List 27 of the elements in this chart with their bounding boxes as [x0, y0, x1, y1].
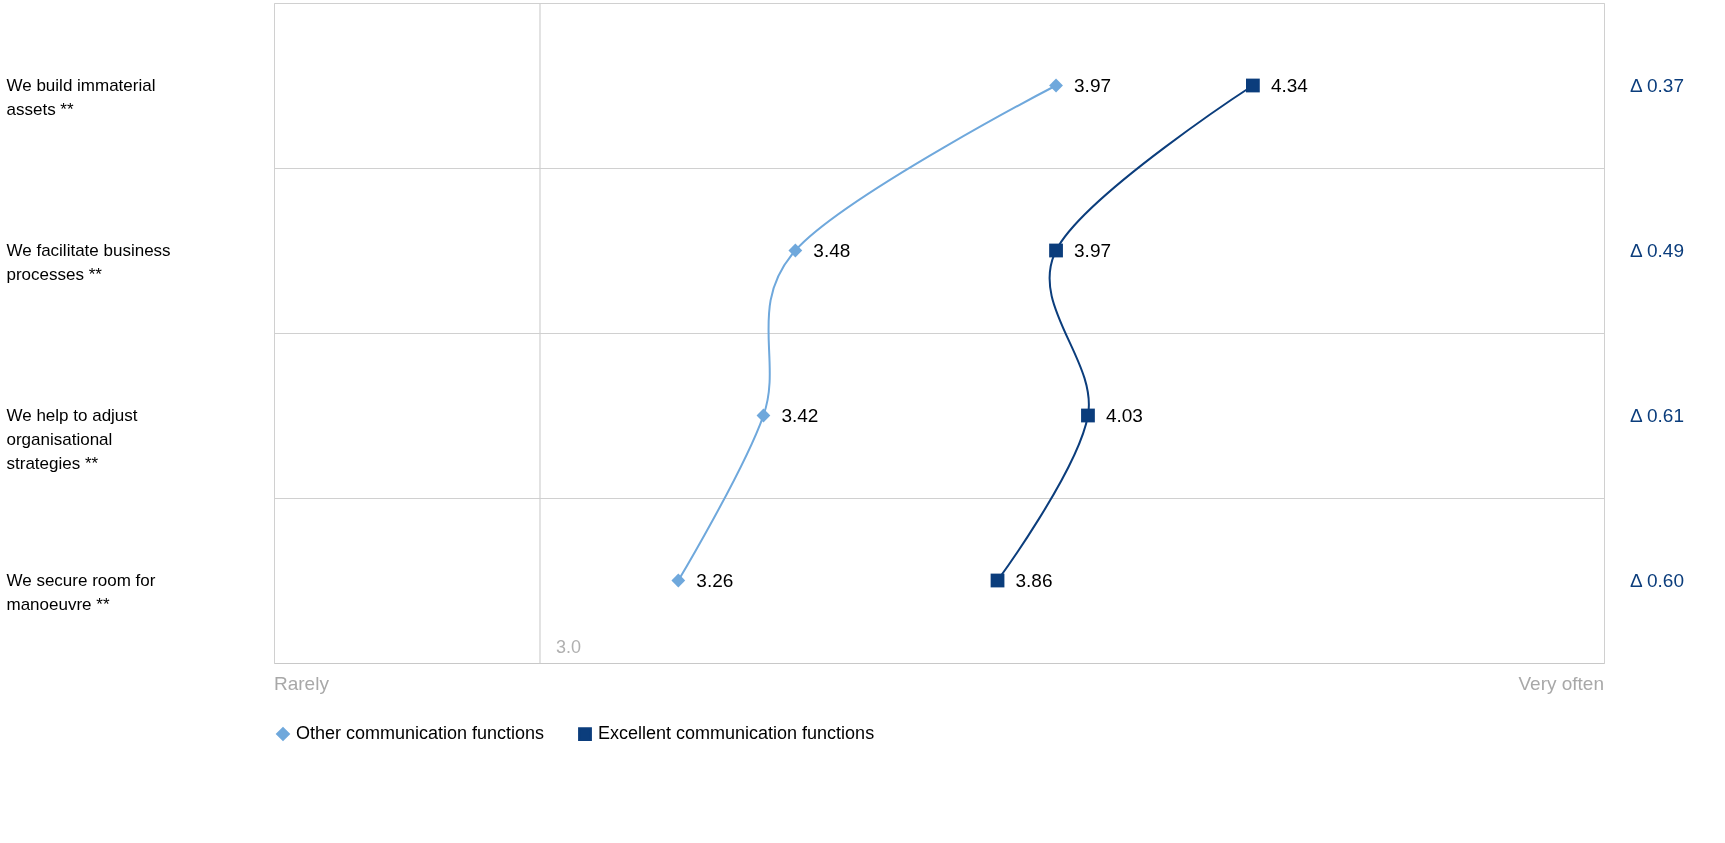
- point: [671, 573, 686, 588]
- point: [1049, 243, 1063, 258]
- legend-label: Excellent communication functions: [598, 723, 875, 744]
- legend-label: Other communication functions: [296, 723, 545, 744]
- y-tick-label: We secure room for manoeuvre **: [6, 570, 156, 614]
- y-tick-label: We build immaterial assets **: [6, 75, 156, 119]
- y-tick-label: We help to adjust organisational strategies **: [6, 405, 138, 473]
- text: Δ 0.60: [1630, 569, 1684, 591]
- data-label: 3.97: [1074, 74, 1112, 96]
- data-label: 4.34: [1270, 74, 1309, 96]
- data-label: 3.48: [813, 239, 851, 261]
- text: Very often: [1518, 673, 1604, 694]
- y-tick-label: We facilitate business processes **: [6, 240, 171, 284]
- text: Δ 0.61: [1630, 404, 1684, 426]
- data-label: 4.03: [1105, 404, 1143, 426]
- data-label: 3.42: [781, 404, 819, 426]
- data-label: 3.97: [1074, 239, 1112, 261]
- point: [1049, 78, 1063, 93]
- point: [788, 243, 803, 258]
- text: Δ 0.37: [1630, 74, 1684, 96]
- point: [1081, 408, 1095, 423]
- data-label: 3.26: [696, 569, 734, 591]
- text: Rarely: [274, 673, 330, 694]
- point: [1245, 78, 1260, 93]
- text: Δ 0.49: [1630, 239, 1684, 261]
- data-label: 3.86: [1015, 569, 1053, 591]
- ref-line-label: 3.0: [556, 637, 582, 657]
